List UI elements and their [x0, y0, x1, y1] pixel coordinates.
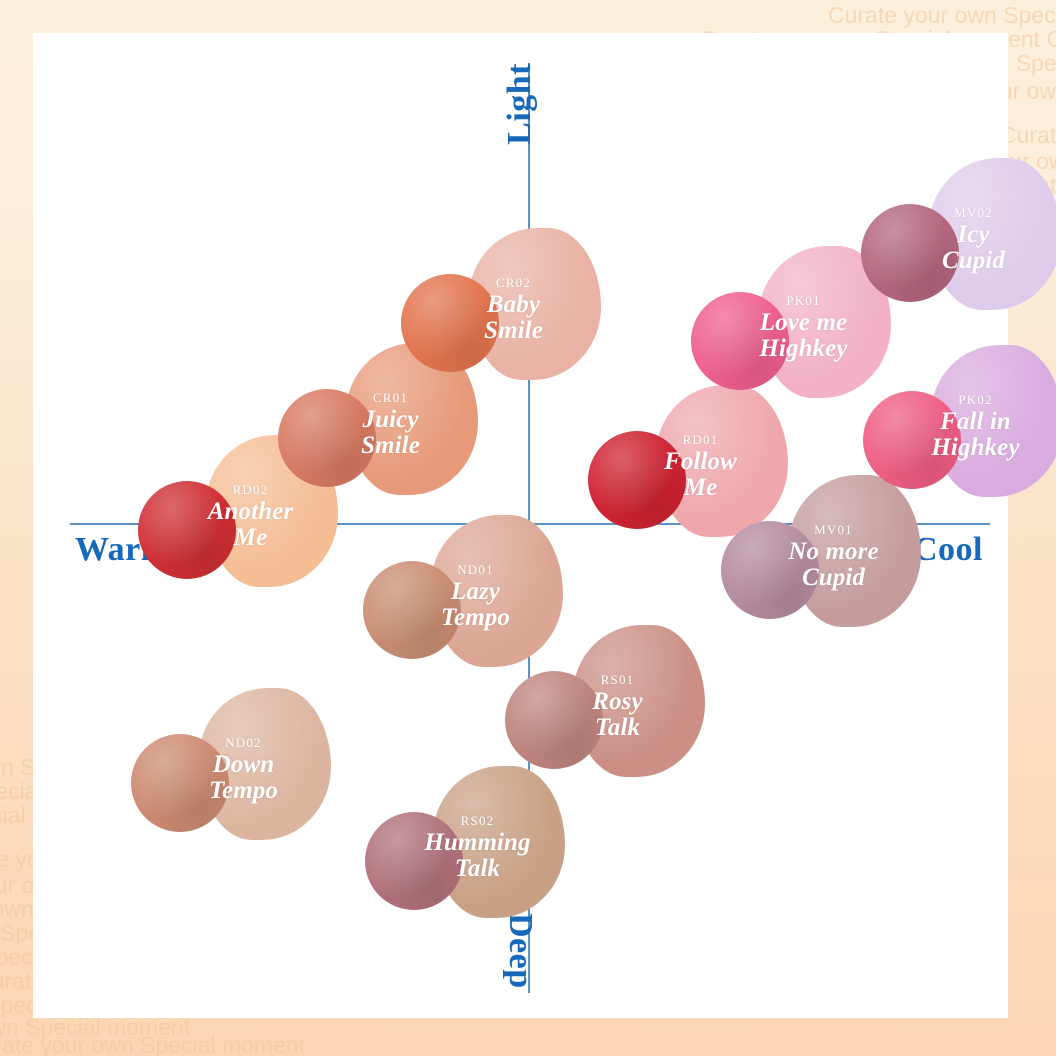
shade-swatch[interactable]: ND02 Down Tempo: [131, 688, 331, 848]
axis-label-light: Light: [501, 63, 538, 145]
swatch-blob-shape: [931, 345, 1056, 497]
swatch-pan-circle: [588, 431, 686, 529]
swatch-pan-circle: [505, 671, 603, 769]
swatch-pan-circle: [401, 274, 499, 372]
swatch-pan-circle: [863, 391, 961, 489]
swatch-blob-shape: [573, 625, 705, 777]
watermark-line: Curate: [1000, 122, 1056, 148]
watermark-line: Curate your own Special moment: [0, 1014, 191, 1040]
shade-swatch[interactable]: MV02 Icy Cupid: [861, 158, 1056, 318]
watermark-line: Curate your own Special moment: [828, 2, 1056, 28]
chart-panel: Warm Cool Light Deep RD02 Another Me CR01 Ju…: [33, 33, 1056, 1018]
swatch-pan-circle: [131, 734, 229, 832]
watermark-line: Curate your own Special moment: [0, 1032, 306, 1056]
swatch-pan-circle: [721, 521, 819, 619]
shade-swatch[interactable]: PK02 Fall in Highkey: [863, 345, 1056, 505]
swatch-pan-circle: [363, 561, 461, 659]
shade-swatch[interactable]: RS01 Rosy Talk: [505, 625, 705, 785]
shade-swatch[interactable]: CR02 Baby Smile: [401, 228, 601, 388]
swatch-pan-circle: [691, 292, 789, 390]
swatch-pan-circle: [365, 812, 463, 910]
shade-swatch[interactable]: RS02 Humming Talk: [365, 766, 565, 926]
axis-label-deep: Deep: [502, 913, 539, 989]
axis-label-cool: Cool: [913, 531, 983, 568]
swatch-pan-circle: [138, 481, 236, 579]
swatch-pan-circle: [861, 204, 959, 302]
swatch-pan-circle: [278, 389, 376, 487]
shade-swatch[interactable]: MV01 No more Cupid: [721, 475, 921, 635]
